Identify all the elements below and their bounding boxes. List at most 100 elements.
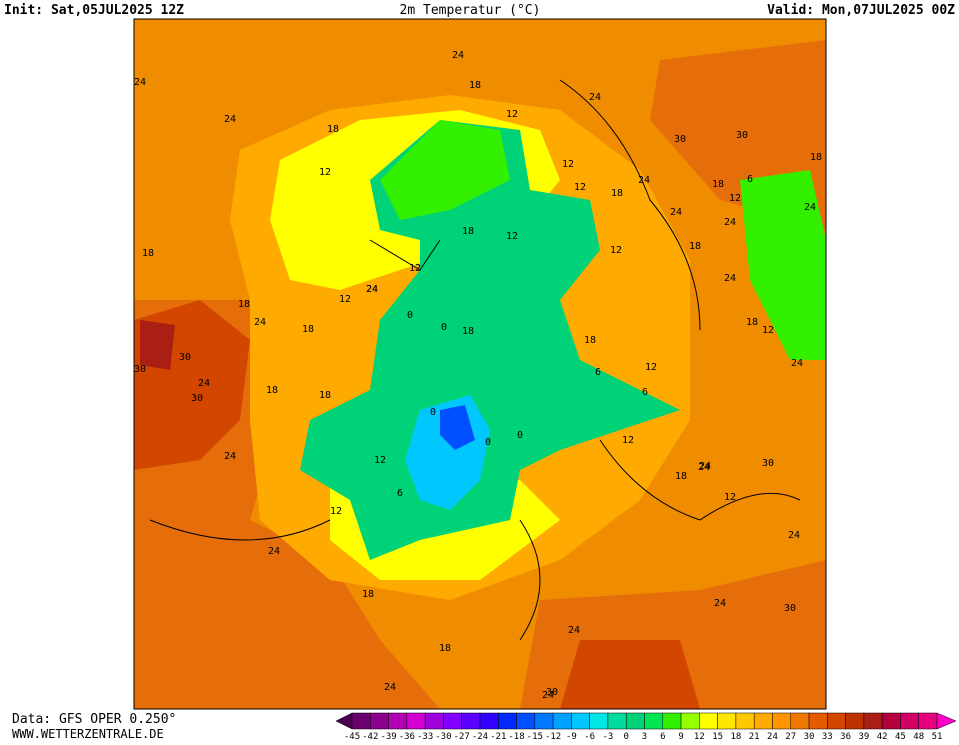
contour-label: 18 (462, 326, 474, 337)
contour-label: 24 (268, 546, 280, 557)
greenland-core (440, 405, 475, 450)
colorbar-box (370, 712, 389, 730)
colorbar-box (625, 712, 645, 730)
colorbar-box (662, 712, 682, 730)
colorbar-tick-label: -21 (490, 732, 506, 741)
contour-label: 6 (747, 174, 753, 185)
colorbar-tick-label: 27 (785, 732, 796, 741)
contour-label: 24 (788, 530, 800, 541)
contour-label: 12 (574, 182, 586, 193)
colorbar-box (790, 712, 810, 730)
contour-label: 24 (366, 284, 378, 295)
colorbar-box (516, 712, 536, 730)
contour-label: 30 (762, 458, 774, 469)
colorbar-tick-label: 45 (895, 732, 906, 741)
contour-label: 18 (584, 335, 596, 346)
contour-label: 18 (462, 226, 474, 237)
hot-region (560, 640, 700, 709)
colorbar-box (918, 712, 938, 730)
contour-label: 18 (319, 390, 331, 401)
contour-label: 12 (762, 325, 774, 336)
colorbar-box (680, 712, 700, 730)
colorbar-tick-label: 0 (624, 732, 629, 741)
contour-label: 18 (469, 80, 481, 91)
colorbar-tick-label: 18 (730, 732, 741, 741)
colorbar-box (772, 712, 791, 730)
colorbar-tick-label: 12 (694, 732, 705, 741)
contour-label: 24 (452, 50, 464, 61)
colorbar-arrow (936, 712, 957, 730)
contour-label: 12 (724, 492, 736, 503)
contour-label: 6 (595, 367, 601, 378)
contour-label: 24 (714, 598, 726, 609)
colorbar-tick-label: 33 (822, 732, 833, 741)
colorbar-box (479, 712, 499, 730)
contour-label: 30 (736, 130, 748, 141)
colorbar-tick-label: 39 (858, 732, 869, 741)
contour-label: 24 (366, 284, 378, 295)
contour-label: 24 (724, 273, 736, 284)
contour-label: 30 (191, 393, 203, 404)
contour-label: 24 (804, 202, 816, 213)
colorbar-tick-label: -6 (584, 732, 595, 741)
contour-label: 18 (266, 385, 278, 396)
hot-core (140, 320, 175, 370)
contour-label: 6 (397, 488, 403, 499)
contour-label: 12 (506, 109, 518, 120)
colorbar-tick-label: -36 (399, 732, 415, 741)
colorbar-box (753, 712, 773, 730)
colorbar-tick-label: 21 (749, 732, 760, 741)
colorbar: -45 -42 -39 -36 -33 -30 -27 -24 -21 -18 -15 -12 -9 -6… (335, 712, 957, 742)
contour-label: 12 (506, 231, 518, 242)
contour-label: 24 (198, 378, 210, 389)
contour-label: 24 (224, 451, 236, 462)
colorbar-box (461, 712, 481, 730)
contour-label: 30 (784, 603, 796, 614)
colorbar-tick-label: -33 (417, 732, 433, 741)
colorbar-tick-label: -39 (380, 732, 396, 741)
contour-label: 12 (330, 506, 342, 517)
contour-label: 24 (384, 682, 396, 693)
colorbar-box (644, 712, 664, 730)
cold-region (300, 120, 680, 560)
contour-label: 24 (699, 461, 711, 472)
contour-label: 24 (589, 92, 601, 103)
colorbar-box (351, 712, 371, 730)
colorbar-tick-label: -27 (454, 732, 470, 741)
contour-label: 0 (441, 322, 447, 333)
colorbar-tick-label: 48 (913, 732, 924, 741)
contour-label: 0 (407, 310, 413, 321)
colorbar-box (881, 712, 901, 730)
colorbar-box (571, 712, 590, 730)
contour-label: 24 (224, 114, 236, 125)
contour-label: 0 (485, 437, 491, 448)
colorbar-box (808, 712, 828, 730)
contour-label: 24 (724, 217, 736, 228)
colorbar-tick-label: -18 (508, 732, 524, 741)
colorbar-box (534, 712, 554, 730)
colorbar-box (863, 712, 883, 730)
data-source: Data: GFS OPER 0.250° (12, 712, 176, 727)
contour-label: 12 (374, 455, 386, 466)
colorbar-tick-label: 36 (840, 732, 851, 741)
contour-label: 24 (698, 462, 710, 473)
colorbar-tick-label: 42 (877, 732, 888, 741)
contour-label: 30 (134, 364, 146, 375)
coastline (149, 79, 801, 641)
contour-label: 18 (362, 589, 374, 600)
contour-label: 12 (409, 263, 421, 274)
contour-label: 30 (674, 134, 686, 145)
colorbar-box (845, 712, 865, 730)
contour-label: 24 (791, 358, 803, 369)
contour-label: 0 (517, 430, 523, 441)
colorbar-box (827, 712, 846, 730)
colorbar-tick-label: 9 (678, 732, 683, 741)
colorbar-tick-label: -45 (344, 732, 360, 741)
contour-label: 12 (622, 435, 634, 446)
contour-label: 30 (546, 687, 558, 698)
colorbar-tick-label: 51 (932, 732, 943, 741)
colorbar-tick-label: -3 (603, 732, 614, 741)
contour-label: 18 (611, 188, 623, 199)
contour-label: 18 (746, 317, 758, 328)
contour-label: 18 (238, 299, 250, 310)
